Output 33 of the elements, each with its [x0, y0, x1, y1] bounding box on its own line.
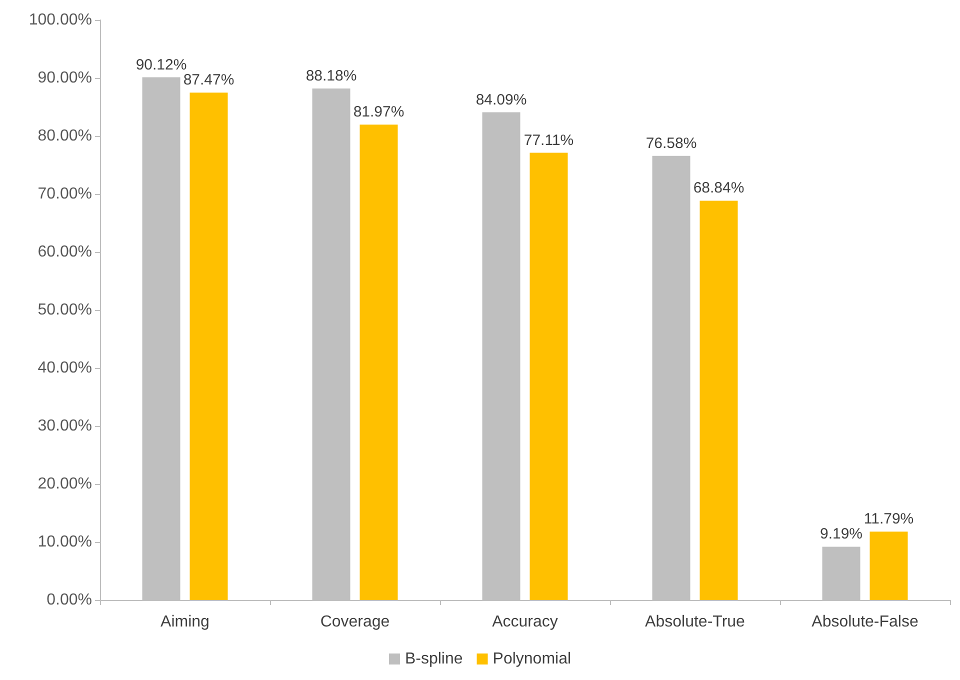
- x-tick-label: Accuracy: [492, 614, 558, 630]
- bar: [870, 532, 908, 600]
- y-tick-label: 20.00%: [38, 476, 92, 492]
- bar: [530, 152, 568, 600]
- y-tick-label: 30.00%: [38, 418, 92, 434]
- data-label: 81.97%: [353, 104, 404, 121]
- y-tick-label: 10.00%: [38, 534, 92, 550]
- bar: [360, 124, 398, 600]
- y-tick-label: 100.00%: [28, 12, 92, 28]
- y-tick-label: 40.00%: [38, 360, 92, 376]
- bar: [700, 200, 738, 600]
- data-label: 11.79%: [864, 510, 914, 528]
- x-tick-label: Aiming: [160, 614, 210, 630]
- data-label: 90.12%: [136, 56, 187, 74]
- bar: [190, 92, 228, 600]
- data-label: 87.47%: [183, 72, 234, 89]
- x-tick-label: Absolute-False: [812, 614, 918, 630]
- y-tick-label: 60.00%: [38, 244, 92, 260]
- y-tick-label: 80.00%: [38, 128, 92, 144]
- legend-label: Polynomial: [492, 650, 572, 668]
- y-tick-label: 70.00%: [38, 186, 92, 202]
- data-label: 76.58%: [646, 134, 697, 152]
- data-label: 77.11%: [524, 132, 574, 149]
- data-label: 88.18%: [306, 68, 357, 85]
- legend-label: B-spline: [404, 650, 463, 668]
- x-tick-label: Absolute-True: [645, 614, 746, 630]
- y-tick-label: 90.00%: [38, 70, 92, 86]
- data-label: 9.19%: [820, 526, 863, 543]
- x-tick-label: Coverage: [320, 614, 390, 630]
- data-label: 68.84%: [693, 180, 744, 197]
- y-tick-label: 50.00%: [38, 302, 92, 318]
- data-label: 84.09%: [476, 91, 527, 108]
- y-tick-label: 0.00%: [46, 592, 92, 608]
